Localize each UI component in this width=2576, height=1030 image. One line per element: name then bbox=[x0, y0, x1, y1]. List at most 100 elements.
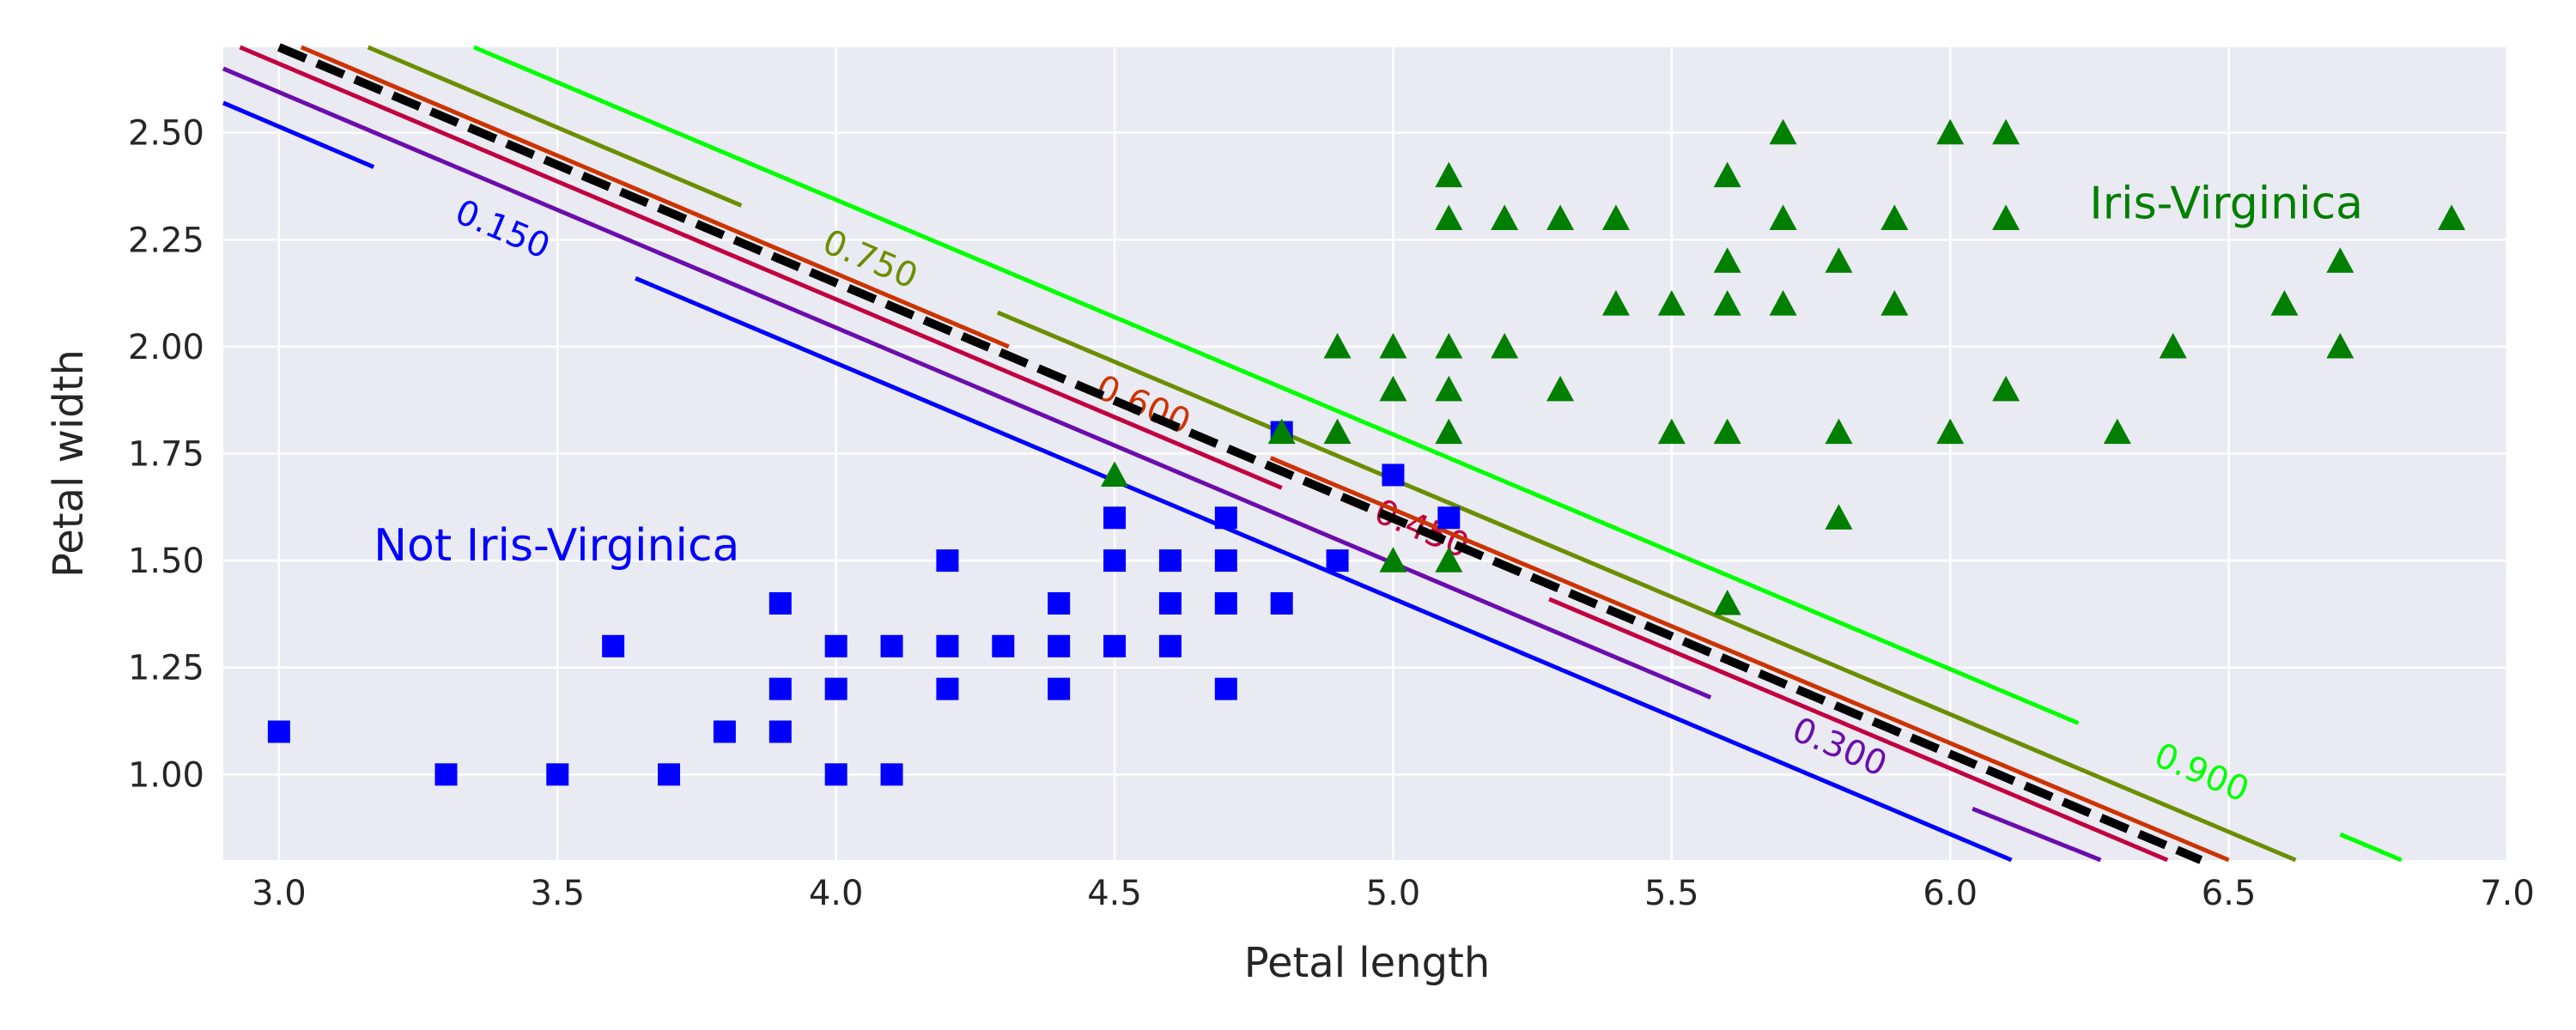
triangle-point bbox=[1435, 161, 1463, 188]
triangle-point bbox=[1435, 204, 1463, 230]
triangle-point bbox=[1992, 118, 2020, 145]
triangle-point bbox=[1379, 375, 1407, 402]
decision-boundary bbox=[276, 43, 2203, 864]
triangle-point bbox=[2438, 204, 2466, 230]
contour-line-0.300 bbox=[1971, 806, 2102, 863]
annotations: Not Iris-Virginica Iris-Virginica bbox=[374, 178, 2363, 572]
triangle-point bbox=[1323, 418, 1352, 445]
x-axis-label: Petal length bbox=[1244, 939, 1491, 987]
square-point bbox=[769, 677, 792, 700]
triangle-point bbox=[1435, 418, 1463, 445]
triangle-point bbox=[1713, 247, 1741, 273]
triangle-point bbox=[1769, 290, 1797, 316]
square-point bbox=[880, 763, 903, 786]
triangle-point bbox=[1825, 247, 1853, 273]
triangle-point bbox=[1769, 118, 1797, 145]
square-point bbox=[936, 634, 959, 657]
contour-line-0.900 bbox=[2339, 832, 2403, 863]
contour-line-0.300 bbox=[222, 66, 1712, 700]
square-point bbox=[1103, 549, 1127, 573]
decision-boundary-line bbox=[276, 43, 2203, 864]
contour-line-0.900 bbox=[472, 45, 2080, 725]
x-tick-label: 6.0 bbox=[1923, 874, 1978, 913]
triangle-point bbox=[1546, 204, 1575, 230]
triangle-point bbox=[1769, 204, 1797, 230]
square-point bbox=[769, 591, 792, 615]
contour-line-0.600 bbox=[300, 45, 1010, 349]
y-tick-label: 2.00 bbox=[128, 328, 204, 367]
triangle-point bbox=[1491, 204, 1519, 230]
triangle-point bbox=[2326, 247, 2354, 273]
triangle-point bbox=[1936, 118, 1965, 145]
square-point bbox=[1326, 549, 1349, 573]
square-point bbox=[1382, 464, 1405, 487]
x-axis-ticks: 3.0 3.5 4.0 4.5 5.0 5.5 6.0 6.5 7.0 bbox=[252, 874, 2535, 913]
y-tick-label: 1.25 bbox=[128, 649, 204, 688]
x-tick-label: 3.5 bbox=[530, 874, 585, 913]
square-point bbox=[267, 720, 290, 743]
square-point bbox=[1437, 506, 1461, 530]
square-point bbox=[936, 677, 959, 700]
contour-line-0.750 bbox=[367, 45, 743, 208]
class-annotation: Iris-Virginica bbox=[2089, 178, 2363, 229]
square-point bbox=[546, 763, 569, 786]
square-point bbox=[1103, 634, 1127, 657]
triangle-point bbox=[1825, 504, 1853, 530]
square-point bbox=[824, 634, 848, 657]
triangle-point bbox=[2103, 418, 2131, 445]
triangle-point bbox=[1379, 547, 1407, 573]
square-point bbox=[1158, 634, 1182, 657]
triangle-point bbox=[1657, 290, 1686, 316]
square-point bbox=[1214, 506, 1237, 530]
square-point bbox=[936, 549, 959, 573]
grid bbox=[223, 47, 2509, 860]
contour-line-0.600 bbox=[1269, 456, 2230, 863]
triangle-point bbox=[1825, 418, 1853, 445]
square-point bbox=[713, 720, 736, 743]
y-axis-ticks: 1.00 1.25 1.50 1.75 2.00 2.25 2.50 bbox=[128, 114, 204, 796]
contour-line-0.150 bbox=[635, 276, 2013, 863]
triangle-point bbox=[1880, 290, 1909, 316]
triangle-point bbox=[1713, 418, 1741, 445]
triangle-point bbox=[1992, 375, 2020, 402]
square-point bbox=[880, 634, 903, 657]
square-point bbox=[1214, 591, 1237, 615]
triangle-point bbox=[1101, 461, 1129, 488]
square-point bbox=[1048, 677, 1071, 700]
y-tick-label: 2.25 bbox=[128, 221, 204, 260]
square-point bbox=[1214, 549, 1237, 573]
square-point bbox=[1048, 591, 1071, 615]
square-point bbox=[824, 763, 848, 786]
triangle-point bbox=[1323, 332, 1352, 359]
triangle-point bbox=[1713, 161, 1741, 188]
triangle-point bbox=[1880, 204, 1909, 230]
x-tick-label: 7.0 bbox=[2480, 874, 2535, 913]
triangle-point bbox=[1601, 290, 1630, 316]
square-point bbox=[1158, 591, 1182, 615]
square-point bbox=[1103, 506, 1127, 530]
square-point bbox=[769, 720, 792, 743]
contour-line-0.750 bbox=[996, 310, 2297, 863]
y-tick-label: 2.50 bbox=[128, 114, 204, 154]
triangle-point bbox=[1546, 375, 1575, 402]
square-point bbox=[1048, 634, 1071, 657]
square-point bbox=[992, 634, 1015, 657]
triangle-point bbox=[1713, 589, 1741, 615]
triangle-point bbox=[2270, 290, 2299, 316]
contour-line-0.450 bbox=[239, 45, 1283, 490]
y-tick-label: 1.00 bbox=[128, 755, 204, 795]
triangle-point bbox=[2326, 332, 2354, 359]
triangle-point bbox=[1713, 290, 1741, 316]
y-tick-label: 1.50 bbox=[128, 542, 204, 581]
y-tick-label: 1.75 bbox=[128, 435, 204, 475]
triangle-point bbox=[1435, 375, 1463, 402]
triangle-point bbox=[1267, 418, 1296, 445]
triangle-point bbox=[1992, 204, 2020, 230]
contour-line-0.450 bbox=[1548, 597, 2169, 863]
data-points bbox=[267, 118, 2466, 786]
x-tick-label: 4.0 bbox=[809, 874, 864, 913]
square-point bbox=[602, 634, 625, 657]
triangle-point bbox=[2159, 332, 2187, 359]
x-tick-label: 4.5 bbox=[1087, 874, 1142, 913]
